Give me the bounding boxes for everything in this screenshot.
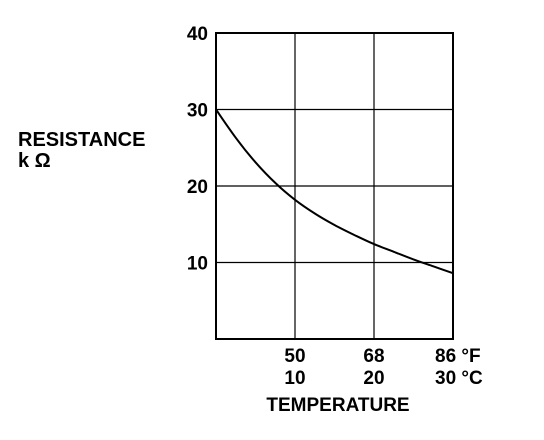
x-tick-label-celsius-20: 20 [363, 368, 384, 389]
y-tick-label-40: 40 [187, 24, 208, 45]
y-tick-labels: 10 20 30 40 [187, 24, 208, 275]
y-tick-label-30: 30 [187, 101, 208, 122]
y-tick-label-20: 20 [187, 177, 208, 198]
y-tick-label-10: 10 [187, 254, 208, 275]
x-tick-label-fahrenheit-20: 68 [363, 346, 384, 367]
x-tick-label-celsius-10: 10 [284, 368, 305, 389]
resistance-curve [215, 108, 454, 275]
x-tick-label-fahrenheit-30: 86 °F [435, 346, 481, 367]
y-axis-label-line2: k Ω [18, 150, 51, 172]
x-tick-label-celsius-30: 30 °C [435, 368, 483, 389]
x-axis-label: TEMPERATURE [266, 395, 409, 416]
x-tick-label-fahrenheit-10: 50 [284, 346, 305, 367]
grid-lines [216, 33, 453, 339]
y-axis-label-line1: RESISTANCE [18, 129, 145, 151]
